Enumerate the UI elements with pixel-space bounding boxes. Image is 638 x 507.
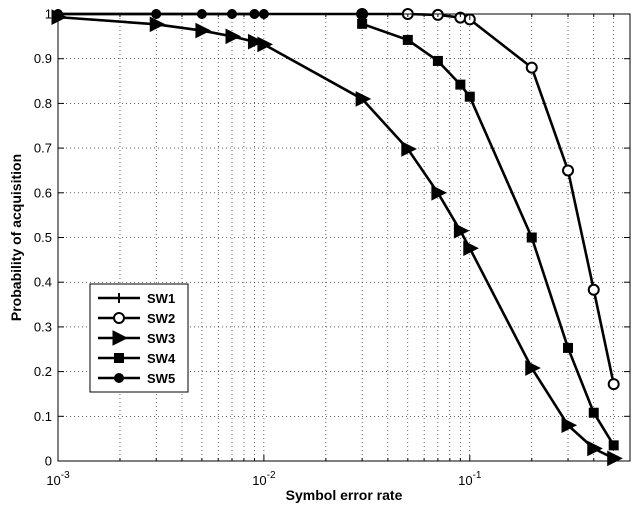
- y-tick-label: 0.8: [34, 96, 52, 111]
- y-tick-label: 0: [45, 454, 52, 469]
- data-point-sw3: [561, 417, 578, 434]
- x-tick-base: 10: [252, 473, 266, 488]
- data-point-sw3: [401, 141, 417, 157]
- legend-marker-sw4: [114, 353, 124, 363]
- data-point-sw4: [588, 407, 599, 418]
- legend-label-sw2: SW2: [147, 311, 175, 326]
- y-tick-label: 0.4: [34, 275, 52, 290]
- y-tick-label: 1: [45, 7, 52, 22]
- data-point-sw4: [608, 440, 619, 451]
- series-sw2: [356, 8, 620, 391]
- y-tick-label: 0.7: [34, 141, 52, 156]
- data-point-sw3: [525, 360, 541, 376]
- data-point-sw4: [402, 34, 413, 45]
- data-point-sw3: [257, 36, 274, 53]
- x-tick-exponent: -1: [473, 470, 482, 481]
- data-point-sw3: [607, 450, 623, 467]
- series-line-sw4: [361, 22, 615, 447]
- y-tick-label: 0.5: [34, 230, 52, 245]
- data-point-sw2: [607, 378, 620, 391]
- data-point-sw4: [455, 79, 466, 90]
- data-point-sw4: [432, 55, 443, 66]
- legend-label-sw1: SW1: [147, 291, 175, 306]
- data-point-sw3: [431, 184, 448, 201]
- legend-item-sw3: SW3: [98, 330, 175, 346]
- y-tick-label: 0.2: [34, 364, 52, 379]
- x-axis-label: Symbol error rate: [286, 487, 403, 503]
- data-point-sw2: [587, 283, 600, 296]
- legend-item-sw1: SW1: [98, 291, 175, 306]
- x-tick-exponent: -3: [61, 470, 70, 481]
- x-tick-base: 10: [46, 473, 60, 488]
- y-tick-label: 0.3: [34, 319, 52, 334]
- x-tick-label: 10-2: [252, 470, 276, 488]
- legend-marker-sw3: [112, 330, 129, 346]
- data-point-sw3: [463, 240, 479, 257]
- data-point-sw3: [247, 33, 264, 50]
- x-tick-base: 10: [458, 473, 472, 488]
- data-point-sw3: [195, 22, 212, 39]
- series-sw3: [51, 9, 623, 467]
- x-tick-label: 10-1: [458, 470, 482, 488]
- legend-marker-sw2: [113, 312, 125, 324]
- data-point-sw2: [562, 164, 575, 177]
- data-point-sw4: [357, 18, 368, 29]
- data-point-sw4: [464, 91, 475, 102]
- data-point-sw3: [355, 91, 372, 107]
- legend-label-sw5: SW5: [147, 371, 175, 386]
- series-line-sw2: [362, 12, 615, 385]
- data-point-sw3: [225, 28, 242, 45]
- legend-item-sw2: SW2: [98, 311, 175, 326]
- series-sw4: [357, 18, 619, 451]
- series-layer: [51, 8, 623, 467]
- y-tick-label: 0.9: [34, 51, 52, 66]
- x-tick-label: 10-3: [46, 470, 70, 488]
- data-point-sw3: [587, 440, 603, 457]
- grid: [58, 14, 630, 461]
- x-tick-exponent: -2: [267, 470, 276, 481]
- data-point-sw3: [149, 16, 166, 33]
- legend-label-sw3: SW3: [147, 331, 175, 346]
- legend-item-sw5: SW5: [98, 371, 175, 386]
- plot-frame: [57, 13, 631, 462]
- data-point-sw4: [563, 342, 574, 353]
- data-point-sw2: [525, 61, 538, 74]
- legend-label-sw4: SW4: [147, 351, 176, 366]
- y-axis-label: Probability of acquisition: [8, 154, 24, 321]
- tick-layer: 10-3 10-2 10-100.10.20.30.40.50.60.70.80.9…: [34, 7, 631, 488]
- legend-item-sw4: SW4: [98, 351, 176, 366]
- legend-marker-sw1: [114, 293, 124, 303]
- legend: SW1 SW2 SW3 SW4 SW5: [89, 283, 189, 393]
- y-tick-label: 0.1: [34, 409, 52, 424]
- y-tick-label: 0.6: [34, 185, 52, 200]
- data-point-sw3: [453, 222, 470, 239]
- legend-marker-sw5: [114, 373, 124, 383]
- data-point-sw4: [526, 232, 537, 243]
